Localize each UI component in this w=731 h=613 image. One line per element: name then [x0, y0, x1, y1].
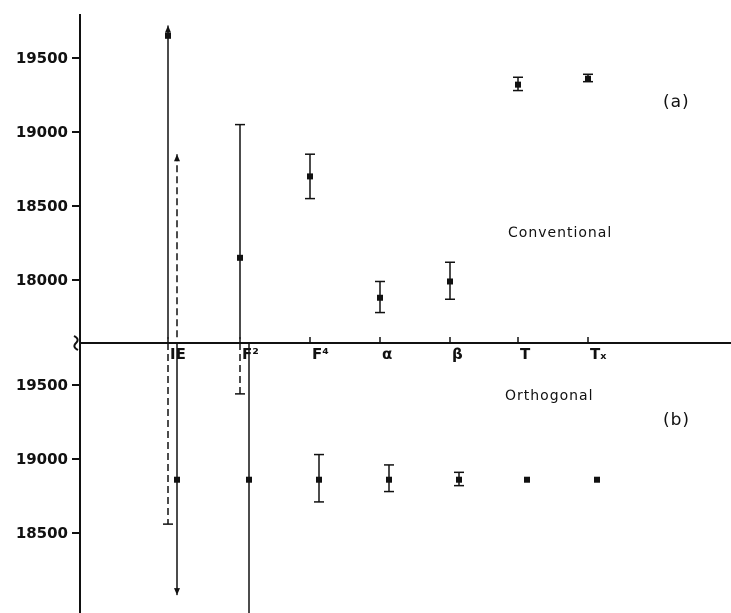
x-tick-label-3: α	[382, 345, 392, 363]
panel-a-point-3-marker	[307, 173, 313, 180]
y-tick-label-panelb-0: 18500	[16, 524, 68, 542]
y-tick-label-panela-2: 19000	[16, 123, 68, 141]
x-tick-label-1: F²	[242, 345, 259, 363]
axis-break-icon	[73, 335, 79, 351]
x-tick-label-0: IE	[170, 345, 186, 363]
y-tick-label-panelb-1: 19000	[16, 450, 68, 468]
y-tick-label-panelb-2: 19500	[16, 376, 68, 394]
panel-b-label: (b)	[663, 410, 690, 430]
annotation-conventional: Conventional	[508, 225, 612, 241]
panel-b-point-6-marker	[456, 476, 462, 483]
x-tick-label-5: T	[520, 345, 531, 363]
axes-layer	[72, 14, 731, 613]
panel-a-point-5-marker	[447, 278, 453, 285]
panel-a-label: (a)	[663, 92, 690, 112]
x-tick-label-6: Tₓ	[590, 345, 607, 363]
y-tick-label-panela-0: 18000	[16, 271, 68, 289]
panel-b-point-8-marker	[594, 476, 600, 483]
panel-b-point-0-arrow-low	[174, 588, 180, 596]
panel-a-point-1-arrow-high	[174, 154, 180, 162]
panel-b-point-4-marker	[316, 476, 322, 483]
panel-a-point-0-marker	[165, 32, 171, 39]
x-tick-label-2: F⁴	[312, 345, 329, 363]
labels-layer: (a) Conventional Orthogonal (b) IE F² F⁴ α β…	[16, 49, 690, 542]
panel-a-point-4-marker	[377, 294, 383, 301]
annotation-orthogonal: Orthogonal	[505, 388, 594, 404]
panel-a-point-2-marker	[237, 254, 243, 261]
y-tick-label-panela-1: 18500	[16, 197, 68, 215]
panel-a-point-7-marker	[585, 75, 591, 82]
panel-b-point-2-marker	[246, 476, 252, 483]
panel-b-point-5-marker	[386, 476, 392, 483]
x-tick-label-4: β	[452, 345, 463, 363]
panel-a-point-6-marker	[515, 81, 521, 88]
panel-b-point-0-marker	[174, 476, 180, 483]
marks-layer	[163, 25, 600, 613]
panel-a-point-0-arrow-high	[165, 25, 171, 33]
y-tick-label-panela-3: 19500	[16, 49, 68, 67]
panel-b-point-7-marker	[524, 476, 530, 483]
